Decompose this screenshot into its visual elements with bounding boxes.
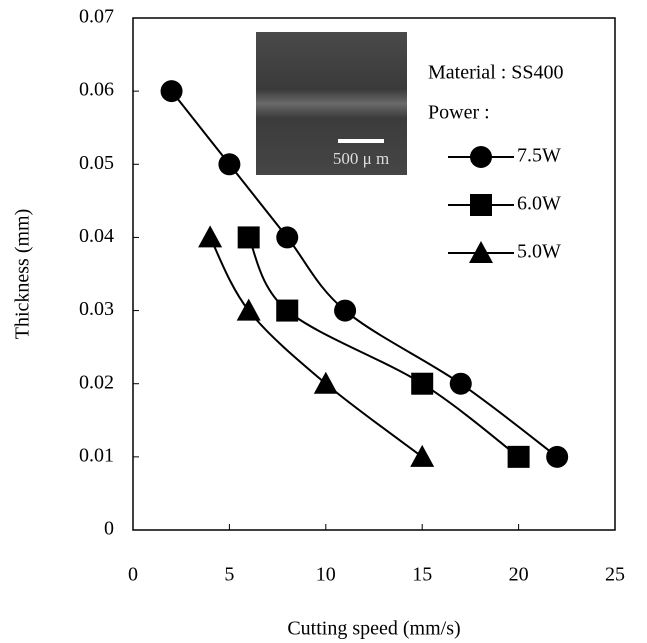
y-tick-label: 0.02: [79, 371, 114, 393]
y-tick-label: 0.04: [79, 225, 114, 247]
legend-marker: [470, 194, 492, 216]
series-line: [209, 236, 423, 458]
legend-label: 5.0W: [517, 241, 561, 263]
plot-frame: [132, 17, 616, 531]
legend-marker: [469, 241, 493, 263]
y-tick-label: 0.05: [79, 152, 114, 174]
marker: [276, 299, 299, 322]
y-tick-label: 0.06: [79, 79, 114, 101]
y-axis-label: Thickness (mm): [12, 209, 34, 340]
series-line: [247, 236, 520, 458]
marker: [507, 445, 530, 468]
legend-label: 6.0W: [517, 193, 561, 215]
y-tick-label: 0.03: [79, 298, 114, 320]
x-tick-label: 0: [128, 564, 138, 586]
y-tick-label: 0.01: [79, 444, 114, 466]
marker: [276, 226, 299, 249]
marker: [410, 444, 435, 467]
x-tick-label: 5: [224, 564, 234, 586]
x-tick-label: 25: [605, 564, 625, 586]
marker: [313, 371, 338, 394]
marker: [334, 299, 357, 322]
marker: [236, 298, 261, 321]
marker: [546, 445, 569, 468]
inset-image: [256, 32, 407, 175]
y-tick-label: 0.07: [79, 6, 114, 28]
legend-subtitle: Power :: [428, 102, 490, 124]
x-axis-label: Cutting speed (mm/s): [287, 618, 460, 640]
x-tick-label: 20: [509, 564, 529, 586]
x-tick-label: 10: [316, 564, 336, 586]
marker: [218, 153, 241, 176]
marker: [160, 80, 183, 103]
inset-label: 500 μ m: [333, 149, 389, 168]
marker: [237, 226, 260, 249]
x-tick-label: 15: [412, 564, 432, 586]
marker: [198, 225, 223, 248]
marker: [411, 372, 434, 395]
y-tick-label: 0: [104, 518, 114, 540]
legend-label: 7.5W: [517, 145, 561, 167]
legend-marker: [470, 146, 492, 168]
legend-title: Material : SS400: [428, 62, 564, 84]
marker: [449, 372, 472, 395]
